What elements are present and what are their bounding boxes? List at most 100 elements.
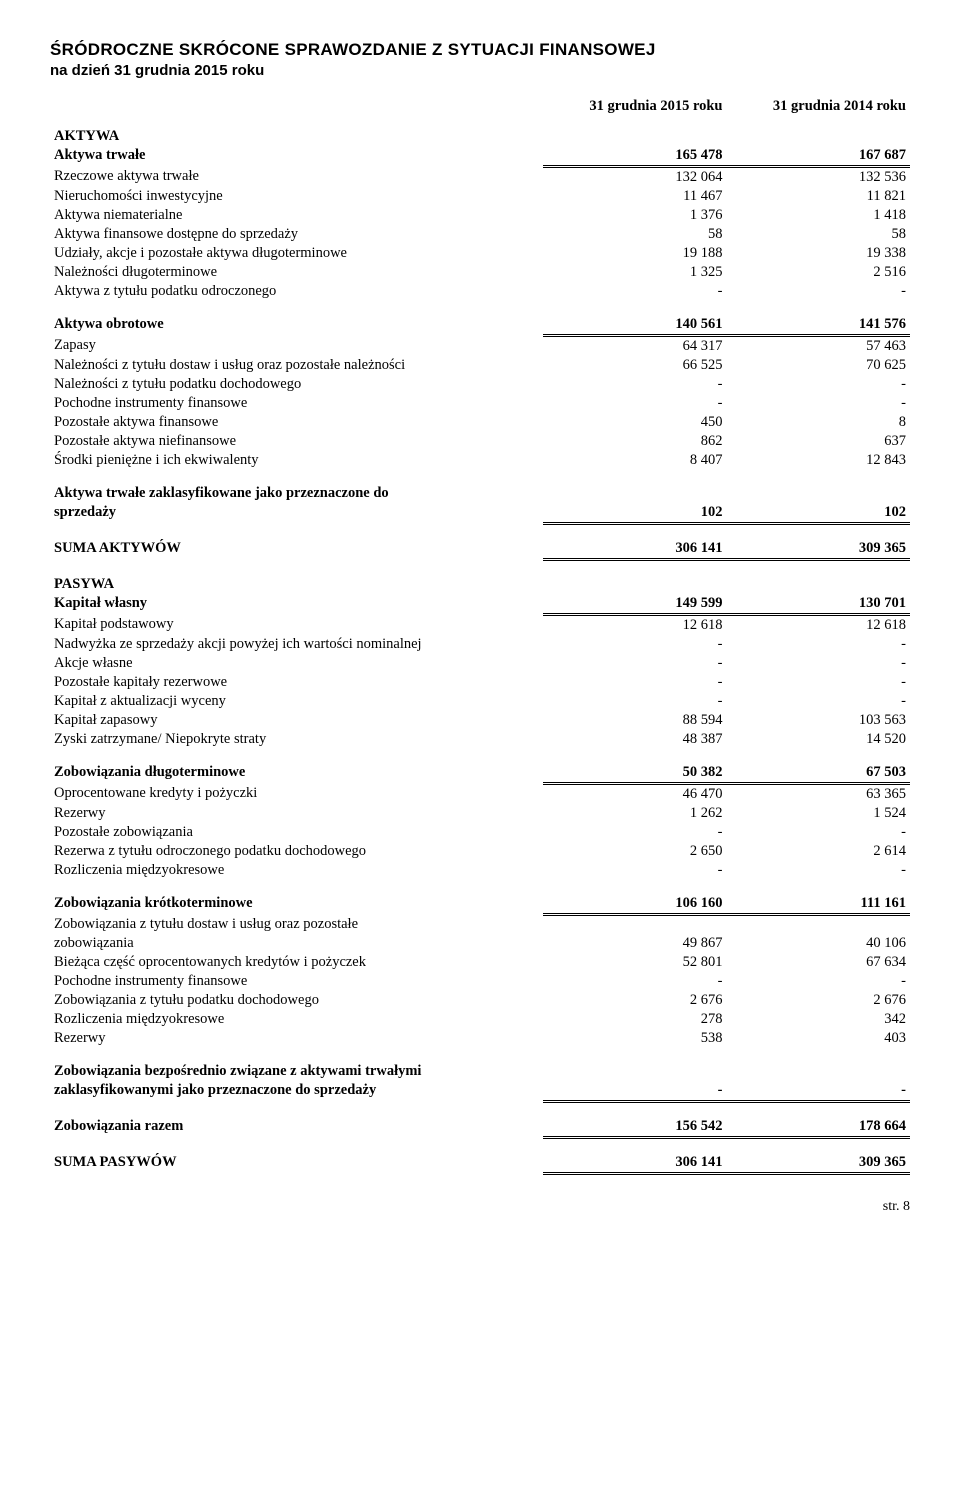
row-label: sprzedaży xyxy=(50,503,543,524)
row-label: Zapasy xyxy=(50,336,543,357)
row-value-2: 2 516 xyxy=(727,263,911,282)
table-row: Należności z tytułu podatku dochodowego-… xyxy=(50,375,910,394)
row-label: PASYWA xyxy=(50,575,543,594)
row-value-2: - xyxy=(727,823,911,842)
row-value-1: 538 xyxy=(543,1029,726,1048)
row-value-1: 149 599 xyxy=(543,594,726,615)
row-value-2: 167 687 xyxy=(727,146,911,167)
row-value-2: - xyxy=(727,635,911,654)
row-value-1: - xyxy=(543,375,726,394)
row-label: Zobowiązania z tytułu podatku dochodoweg… xyxy=(50,991,543,1010)
row-value-2: 58 xyxy=(727,225,911,244)
row-value-1: 50 382 xyxy=(543,763,726,784)
row-value-1: - xyxy=(543,692,726,711)
table-row xyxy=(50,1048,910,1062)
row-value-2: 103 563 xyxy=(727,711,911,730)
table-row: Kapitał zapasowy88 594103 563 xyxy=(50,711,910,730)
row-value-2: 1 524 xyxy=(727,804,911,823)
row-label: Bieżąca część oprocentowanych kredytów i… xyxy=(50,953,543,972)
row-label: Kapitał z aktualizacji wyceny xyxy=(50,692,543,711)
table-row: Kapitał własny149 599130 701 xyxy=(50,594,910,615)
row-label: Rezerwa z tytułu odroczonego podatku doc… xyxy=(50,842,543,861)
table-row: zobowiązania49 86740 106 xyxy=(50,934,910,953)
row-value-2: 14 520 xyxy=(727,730,911,749)
row-value-1: 1 325 xyxy=(543,263,726,282)
row-label: Zyski zatrzymane/ Niepokryte straty xyxy=(50,730,543,749)
table-row: Należności z tytułu dostaw i usług oraz … xyxy=(50,356,910,375)
row-label: Kapitał podstawowy xyxy=(50,615,543,636)
row-label: Pozostałe kapitały rezerwowe xyxy=(50,673,543,692)
row-value-1 xyxy=(543,915,726,934)
row-label: Kapitał zapasowy xyxy=(50,711,543,730)
row-label: Rezerwy xyxy=(50,804,543,823)
row-value-1: 306 141 xyxy=(543,1153,726,1174)
row-label: Rzeczowe aktywa trwałe xyxy=(50,167,543,188)
table-row xyxy=(50,524,910,540)
row-value-1 xyxy=(543,127,726,146)
row-value-1: 19 188 xyxy=(543,244,726,263)
col-header-2: 31 grudnia 2014 roku xyxy=(727,97,911,127)
table-row: Należności długoterminowe1 3252 516 xyxy=(50,263,910,282)
row-label: Aktywa obrotowe xyxy=(50,315,543,336)
table-row: SUMA AKTYWÓW306 141309 365 xyxy=(50,539,910,560)
table-header-row: 31 grudnia 2015 roku 31 grudnia 2014 rok… xyxy=(50,97,910,127)
row-value-1: 862 xyxy=(543,432,726,451)
table-row xyxy=(50,880,910,894)
page-title-line2: na dzień 31 grudnia 2015 roku xyxy=(50,62,910,79)
row-label: Pochodne instrumenty finansowe xyxy=(50,394,543,413)
row-value-2: 2 676 xyxy=(727,991,911,1010)
table-row: Zobowiązania z tytułu podatku dochodoweg… xyxy=(50,991,910,1010)
row-value-1: 8 407 xyxy=(543,451,726,470)
row-label: SUMA PASYWÓW xyxy=(50,1153,543,1174)
row-label: Nieruchomości inwestycyjne xyxy=(50,187,543,206)
table-row: Aktywa trwałe165 478167 687 xyxy=(50,146,910,167)
row-value-2: 40 106 xyxy=(727,934,911,953)
row-label: Udziały, akcje i pozostałe aktywa długot… xyxy=(50,244,543,263)
row-value-1: 66 525 xyxy=(543,356,726,375)
row-value-2 xyxy=(727,1062,911,1081)
table-row xyxy=(50,1137,910,1153)
table-row: Nieruchomości inwestycyjne11 46711 821 xyxy=(50,187,910,206)
table-row: Zobowiązania krótkoterminowe106 160111 1… xyxy=(50,894,910,915)
table-row: Rozliczenia międzyokresowe278342 xyxy=(50,1010,910,1029)
row-value-1: 11 467 xyxy=(543,187,726,206)
table-row: sprzedaży102102 xyxy=(50,503,910,524)
table-row: Akcje własne-- xyxy=(50,654,910,673)
row-value-1: 132 064 xyxy=(543,167,726,188)
table-row: Kapitał podstawowy12 61812 618 xyxy=(50,615,910,636)
row-value-2: 111 161 xyxy=(727,894,911,915)
row-label: Rezerwy xyxy=(50,1029,543,1048)
row-value-2 xyxy=(727,484,911,503)
row-value-1: 1 376 xyxy=(543,206,726,225)
row-value-1 xyxy=(543,1062,726,1081)
row-value-2: 637 xyxy=(727,432,911,451)
table-row: Pochodne instrumenty finansowe-- xyxy=(50,394,910,413)
table-row: Zobowiązania z tytułu dostaw i usług ora… xyxy=(50,915,910,934)
table-row xyxy=(50,560,910,576)
row-value-2: 63 365 xyxy=(727,784,911,805)
row-value-2: 2 614 xyxy=(727,842,911,861)
table-row: Aktywa trwałe zaklasyfikowane jako przez… xyxy=(50,484,910,503)
row-label: Należności z tytułu dostaw i usług oraz … xyxy=(50,356,543,375)
table-row: Aktywa z tytułu podatku odroczonego-- xyxy=(50,282,910,301)
row-value-2: 19 338 xyxy=(727,244,911,263)
row-label: Zobowiązania krótkoterminowe xyxy=(50,894,543,915)
row-label: zaklasyfikowanymi jako przeznaczone do s… xyxy=(50,1081,543,1102)
table-row xyxy=(50,1101,910,1117)
row-value-1: 140 561 xyxy=(543,315,726,336)
row-label: Kapitał własny xyxy=(50,594,543,615)
row-value-1: 64 317 xyxy=(543,336,726,357)
row-value-2: 57 463 xyxy=(727,336,911,357)
row-value-1: - xyxy=(543,1081,726,1102)
row-value-1: 165 478 xyxy=(543,146,726,167)
row-value-2: 1 418 xyxy=(727,206,911,225)
table-row: Zapasy64 31757 463 xyxy=(50,336,910,357)
row-label: Zobowiązania bezpośrednio związane z akt… xyxy=(50,1062,543,1081)
table-row: Rezerwy538403 xyxy=(50,1029,910,1048)
table-row xyxy=(50,301,910,315)
row-value-2: 12 618 xyxy=(727,615,911,636)
row-value-2: - xyxy=(727,394,911,413)
row-value-1: - xyxy=(543,654,726,673)
table-row: Zobowiązania razem156 542178 664 xyxy=(50,1117,910,1138)
row-value-2: - xyxy=(727,1081,911,1102)
